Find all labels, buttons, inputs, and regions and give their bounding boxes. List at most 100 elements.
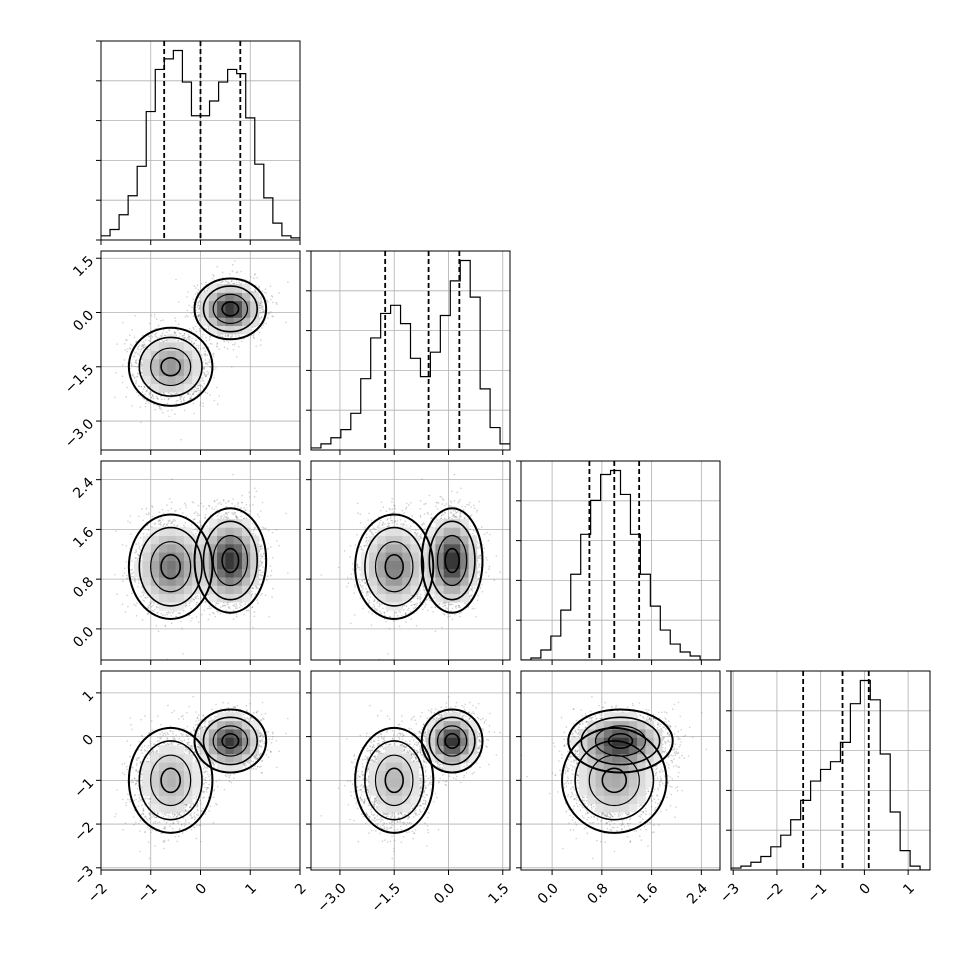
scatter-point bbox=[221, 271, 224, 274]
scatter-point bbox=[161, 411, 164, 414]
scatter-point bbox=[134, 361, 137, 364]
scatter-point bbox=[223, 346, 226, 349]
scatter-point bbox=[186, 296, 188, 298]
scatter-point bbox=[140, 361, 142, 364]
scatter-point bbox=[135, 382, 137, 385]
scatter-point bbox=[135, 381, 137, 384]
scatter-point bbox=[180, 339, 183, 342]
scatter-point bbox=[127, 348, 129, 350]
scatter-point bbox=[260, 339, 262, 342]
scatter-point bbox=[192, 298, 195, 301]
scatter-point bbox=[215, 386, 218, 389]
scatter-point bbox=[251, 325, 253, 328]
scatter-point bbox=[224, 334, 227, 337]
scatter-point bbox=[155, 318, 158, 321]
scatter-point bbox=[189, 393, 191, 396]
scatter-point bbox=[216, 343, 218, 345]
scatter-point bbox=[259, 304, 262, 307]
scatter-point bbox=[224, 280, 227, 282]
scatter-point bbox=[153, 403, 155, 406]
scatter-point bbox=[221, 280, 224, 283]
scatter-point bbox=[287, 281, 289, 284]
scatter-point bbox=[188, 335, 190, 338]
scatter-point bbox=[232, 348, 235, 351]
scatter-point bbox=[155, 336, 158, 338]
scatter-point bbox=[204, 350, 206, 353]
scatter-point bbox=[174, 332, 176, 335]
scatter-point bbox=[148, 391, 150, 394]
scatter-point bbox=[155, 332, 158, 335]
scatter-point bbox=[232, 282, 234, 285]
scatter-point bbox=[236, 282, 238, 284]
scatter-point bbox=[271, 301, 274, 304]
scatter-point bbox=[166, 339, 168, 342]
scatter-point bbox=[188, 335, 191, 338]
scatter-point bbox=[188, 336, 190, 339]
scatter-point bbox=[224, 335, 227, 338]
scatter-point bbox=[285, 321, 287, 324]
scatter-point bbox=[183, 332, 186, 335]
scatter-point bbox=[198, 307, 201, 310]
scatter-point bbox=[218, 334, 221, 337]
scatter-point bbox=[142, 334, 144, 337]
scatter-point bbox=[129, 334, 131, 337]
scatter-point bbox=[216, 345, 218, 347]
scatter-point bbox=[263, 311, 265, 313]
scatter-point bbox=[149, 390, 151, 393]
scatter-point bbox=[184, 316, 187, 318]
scatter-point bbox=[143, 398, 145, 400]
scatter-point bbox=[182, 398, 185, 400]
scatter-point bbox=[197, 389, 199, 392]
scatter-point bbox=[266, 300, 269, 303]
scatter-point bbox=[191, 340, 193, 343]
scatter-point bbox=[243, 338, 245, 340]
scatter-point bbox=[203, 290, 206, 293]
scatter-point bbox=[231, 335, 233, 338]
scatter-point bbox=[204, 391, 207, 394]
scatter-point bbox=[260, 300, 262, 303]
scatter-point bbox=[226, 347, 229, 350]
scatter-point bbox=[198, 299, 201, 302]
scatter-point bbox=[129, 343, 132, 346]
scatter-point bbox=[166, 331, 168, 334]
scatter-point bbox=[180, 395, 183, 398]
scatter-point bbox=[197, 316, 200, 318]
scatter-panel-1-0: −3.0−1.50.01.5 bbox=[62, 250, 301, 455]
scatter-point bbox=[143, 386, 145, 388]
scatter-point bbox=[216, 346, 218, 348]
scatter-point bbox=[143, 386, 146, 389]
scatter-point bbox=[213, 352, 215, 355]
scatter-point bbox=[264, 291, 266, 294]
scatter-point bbox=[162, 393, 165, 395]
scatter-point bbox=[135, 359, 138, 361]
scatter-point bbox=[216, 342, 219, 344]
scatter-point bbox=[198, 319, 201, 321]
scatter-point bbox=[184, 336, 186, 339]
scatter-point bbox=[146, 400, 149, 403]
scatter-point bbox=[259, 312, 261, 315]
scatter-point bbox=[253, 325, 255, 328]
scatter-point bbox=[204, 359, 207, 361]
scatter-point bbox=[261, 327, 263, 329]
scatter-point bbox=[253, 337, 255, 339]
scatter-point bbox=[178, 336, 181, 338]
scatter-point bbox=[197, 387, 200, 390]
scatter-point bbox=[133, 376, 136, 379]
scatter-point bbox=[149, 340, 151, 342]
scatter-point bbox=[205, 362, 207, 365]
scatter-point bbox=[133, 377, 136, 379]
scatter-point bbox=[148, 335, 151, 338]
scatter-point bbox=[143, 386, 146, 388]
scatter-point bbox=[221, 336, 224, 338]
scatter-point bbox=[141, 397, 144, 399]
scatter-point bbox=[232, 343, 234, 346]
scatter-point bbox=[203, 383, 205, 385]
scatter-point bbox=[198, 297, 200, 299]
scatter-point bbox=[227, 334, 229, 337]
scatter-point bbox=[259, 299, 261, 301]
scatter-point bbox=[189, 339, 191, 341]
scatter-point bbox=[213, 376, 215, 379]
scatter-point bbox=[260, 300, 263, 302]
scatter-point bbox=[258, 286, 260, 289]
scatter-point bbox=[197, 345, 200, 347]
